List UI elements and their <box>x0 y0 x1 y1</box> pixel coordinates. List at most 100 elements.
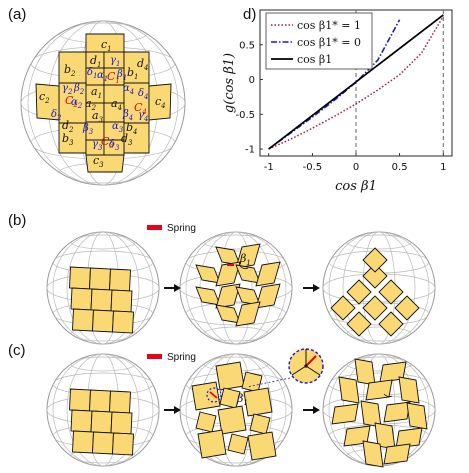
tile <box>69 266 91 290</box>
tile-label-b3: b3 <box>62 132 74 147</box>
tile-label-d4: d4 <box>137 57 149 72</box>
tile-label-α3: α3 <box>112 121 124 134</box>
tile-c3 <box>85 154 125 173</box>
tile-label-α4: α4 <box>123 83 134 96</box>
tile <box>331 403 359 425</box>
legend-entry: cos β1* = 1 <box>297 19 361 32</box>
tile <box>110 411 133 435</box>
tile <box>72 430 94 454</box>
tile-c4 <box>148 83 172 121</box>
tile-label-a3: a3 <box>92 109 104 124</box>
tile-label-γ4: γ4 <box>138 110 148 123</box>
tile <box>255 283 281 309</box>
tile <box>330 295 356 321</box>
tile <box>378 311 404 337</box>
tile <box>255 261 281 287</box>
tile <box>394 295 420 321</box>
tile-label-d3: d3 <box>121 132 133 147</box>
spring-legend-label-b: Spring <box>167 223 196 234</box>
tile <box>89 389 111 413</box>
tile-label-β2: β2 <box>73 83 85 96</box>
tile-label-γ3: γ3 <box>92 139 103 152</box>
tile <box>235 243 261 269</box>
tile-label-d1: d1 <box>90 54 102 69</box>
tile-label-δ1: δ1 <box>87 67 98 80</box>
panel-b-arrow-1 <box>164 284 181 292</box>
y-axis-label: g(cos β1) <box>222 53 237 113</box>
tile <box>109 268 131 292</box>
tile <box>249 413 271 435</box>
tile-label-d2: d2 <box>62 119 74 134</box>
tile <box>69 388 91 412</box>
tile-label-α1: α1 <box>97 70 108 83</box>
tile-label-α2: α2 <box>71 97 83 110</box>
tile <box>217 405 247 435</box>
tile <box>215 283 241 309</box>
legend: cos β1* = 1 cos β1* = 0 cos β1 <box>265 12 373 70</box>
legend-entry: cos β1* = 0 <box>297 36 361 49</box>
panel-b-arrow-2 <box>303 284 320 292</box>
tile <box>70 287 93 311</box>
tile-label-b1: b1 <box>127 66 139 81</box>
tile <box>362 263 388 289</box>
spring-legend-swatch-b <box>147 225 162 230</box>
tile <box>378 279 404 305</box>
panel-b-label: (b) <box>8 212 26 229</box>
tile <box>346 279 372 305</box>
panel-d-label: d) <box>243 6 256 23</box>
tile-label-β4: β4 <box>122 109 133 122</box>
tile-label-δ4: δ4 <box>138 88 149 101</box>
panel-a-tiles <box>35 33 172 173</box>
tile <box>195 411 217 433</box>
tile <box>362 440 384 468</box>
tile <box>90 288 113 312</box>
spring-legend-swatch-c <box>147 354 162 359</box>
tile-label-δ3: δ3 <box>109 139 120 152</box>
tile-label-δ2: δ2 <box>51 109 62 122</box>
tile <box>72 308 94 332</box>
x-tick-label: -0.5 <box>303 162 323 173</box>
tile-label-c1: c1 <box>101 38 112 53</box>
panel-c-label: (c) <box>8 342 26 359</box>
chart: -1 -0.5 0 0.5 1 -1 -0.5 0 0.5 cos β1 g(cos β1) cos … <box>222 9 453 194</box>
tile-label-β1: β1 <box>116 69 127 82</box>
tile-label-a2: a2 <box>85 97 97 112</box>
panel-b-angle-label: β1 <box>239 252 251 267</box>
y-tick-label: 0 <box>249 75 255 86</box>
panel-c-zoom-inset <box>246 348 324 388</box>
tile <box>109 390 131 414</box>
tile <box>354 358 376 386</box>
tile-label-a1: a1 <box>91 85 102 100</box>
panel-c-sphere-2 <box>179 353 293 467</box>
tile <box>89 267 111 291</box>
series-line-2 <box>268 14 444 150</box>
series-line-0 <box>268 15 444 150</box>
tile <box>338 376 360 404</box>
tile <box>191 381 221 411</box>
panel-c-arrow-1 <box>164 406 181 414</box>
panel-c-sphere-3 <box>322 353 436 468</box>
tile <box>395 427 423 449</box>
tile <box>346 311 372 337</box>
y-tick-label: -1 <box>245 145 255 156</box>
x-tick-label: 0.5 <box>392 162 408 173</box>
tile-label-C2: C2 <box>65 94 78 109</box>
tile-label-γ2: γ2 <box>62 83 73 96</box>
legend-entry: cos β1 <box>297 53 332 66</box>
panel-b-sphere-3 <box>322 231 436 345</box>
tile-label-γ1: γ1 <box>110 55 120 68</box>
tile <box>92 309 114 333</box>
tile-label-C1: C1 <box>107 70 120 85</box>
tile <box>92 431 114 455</box>
tile <box>227 433 249 455</box>
tile-c2 <box>35 83 60 121</box>
tile <box>383 401 411 423</box>
panel-b-sphere-2 <box>179 231 293 345</box>
tile <box>406 402 428 430</box>
x-tick-label: -1 <box>264 162 274 173</box>
tile <box>70 409 93 433</box>
tile <box>90 410 113 434</box>
panel-c-sphere-1 <box>46 353 160 467</box>
